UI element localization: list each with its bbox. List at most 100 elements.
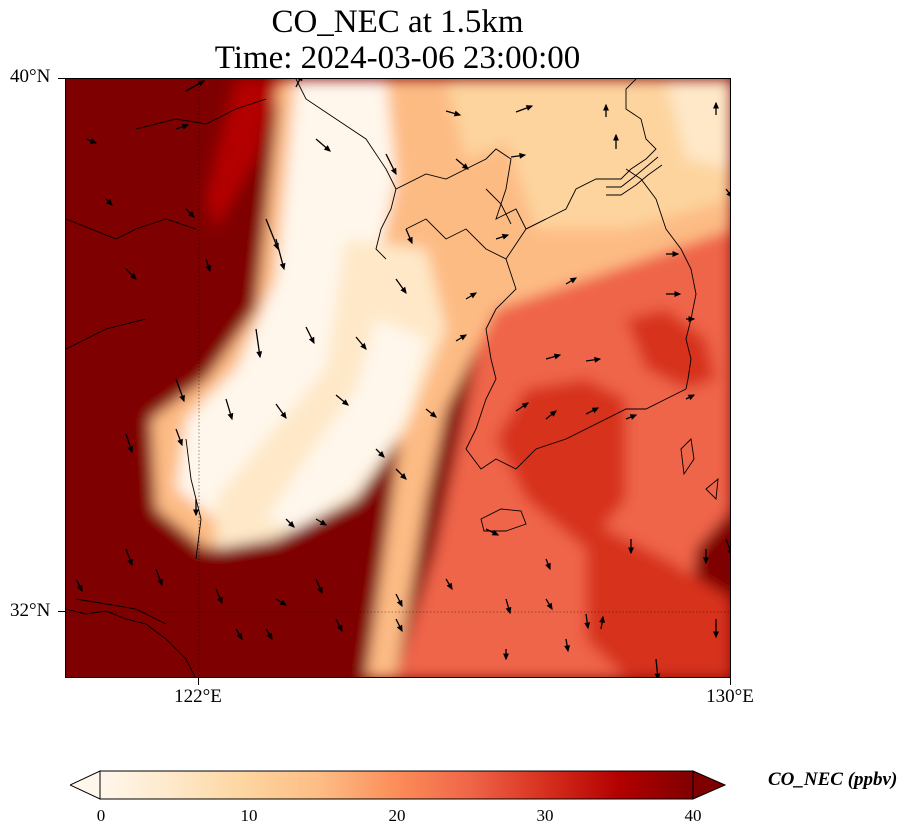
colorbar-tick: 0 — [96, 806, 106, 825]
wind-arrow-head — [672, 251, 680, 257]
colorbar-max-extend — [692, 770, 726, 800]
wind-arrow-head — [390, 167, 397, 176]
wind-arrow-head — [396, 624, 403, 633]
wind-arrow-head — [130, 273, 137, 280]
wind-arrow-head — [688, 316, 696, 322]
wind-arrow-head — [317, 586, 323, 595]
wind-arrow-head — [106, 199, 113, 206]
wind-arrow-head — [297, 79, 303, 82]
wind-arrow-head — [217, 596, 223, 605]
wind-arrow-head — [584, 622, 591, 630]
colorbar-tick: 20 — [388, 806, 406, 825]
wind-arrow-head — [591, 407, 600, 414]
wind-arrow-head — [266, 632, 273, 641]
wind-arrow-head — [727, 549, 730, 554]
lat-tick-mark — [58, 78, 65, 79]
wind-arrow-head — [687, 394, 696, 401]
wind-arrow-head — [726, 191, 730, 197]
wind-arrow-head — [525, 105, 534, 111]
colorbar-min-extend — [70, 770, 101, 800]
wind-arrow-head — [599, 615, 606, 623]
wind-arrow-head — [341, 399, 349, 406]
lon-tick-122: 122°E — [174, 686, 222, 707]
colorbar-gradient — [99, 770, 694, 800]
wind-arrow-head — [193, 509, 199, 517]
wind-arrow-head — [453, 110, 462, 117]
wind-arrow-head — [503, 653, 509, 661]
map-canvas — [66, 79, 730, 677]
wind-arrow-head — [505, 606, 512, 615]
wind-arrow-head — [360, 342, 367, 350]
wind-arrow-head — [521, 402, 530, 409]
lon-tick-mark — [198, 678, 199, 685]
coastlines — [66, 79, 719, 677]
wind-arrow-head — [378, 451, 385, 458]
wind-arrow-head — [594, 356, 602, 363]
wind-arrow-head — [336, 624, 343, 633]
wind-arrow-head — [279, 262, 286, 271]
wind-arrow-head — [319, 519, 328, 526]
wind-arrow-head — [400, 473, 407, 480]
wind-arrow-head — [89, 138, 98, 144]
wind-arrow-head — [654, 673, 661, 677]
wind-arrow-head — [674, 291, 682, 297]
wind-arrow-head — [564, 645, 571, 653]
wind-arrow-head — [288, 521, 295, 528]
wind-arrow-head — [256, 351, 263, 359]
wind-arrow-head — [629, 414, 638, 420]
lat-tick-32: 32°N — [10, 600, 51, 621]
wind-arrow-head — [76, 584, 83, 593]
wind-arrow-head — [157, 578, 163, 587]
wind-arrow-head — [491, 529, 500, 536]
wind-arrow-head — [545, 562, 551, 571]
wind-arrow-head — [407, 236, 413, 245]
wind-arrow-head — [703, 557, 709, 565]
wind-arrow-shaft — [295, 79, 301, 88]
map-title: CO_NEC at 1.5km — [271, 4, 524, 40]
wind-vectors — [75, 79, 730, 677]
wind-arrow-head — [127, 558, 133, 567]
wind-arrow-head — [519, 152, 527, 159]
wind-arrow-head — [446, 582, 453, 591]
wind-arrow-head — [713, 631, 719, 639]
wind-arrow-head — [469, 292, 478, 299]
colorbar — [70, 770, 726, 800]
wind-arrow-head — [546, 602, 553, 611]
lon-tick-130: 130°E — [706, 686, 754, 707]
wind-arrow-head — [308, 336, 315, 345]
colorbar-tick: 30 — [536, 806, 554, 825]
colorbar-tick: 10 — [240, 806, 258, 825]
gridlines — [66, 79, 730, 677]
wind-arrow-head — [197, 80, 206, 87]
wind-arrow-head — [713, 101, 719, 109]
wind-arrow-head — [177, 438, 183, 447]
wind-arrow-head — [400, 286, 407, 295]
lat-tick-40: 40°N — [10, 66, 51, 87]
wind-arrow-head — [569, 277, 578, 284]
wind-arrow-head — [227, 412, 234, 421]
wind-arrow-head — [603, 103, 609, 111]
wind-arrow-shaft — [725, 538, 730, 552]
wind-arrow-head — [628, 547, 634, 555]
concentration-map — [65, 78, 731, 678]
wind-arrow-head — [613, 133, 619, 141]
wind-arrow-head — [279, 599, 288, 606]
colorbar-tick: 40 — [684, 806, 702, 825]
wind-arrow-head — [553, 353, 562, 360]
map-timestamp: Time: 2024-03-06 23:00:00 — [214, 40, 581, 76]
wind-arrow-head — [179, 394, 185, 403]
wind-arrow-head — [127, 445, 134, 454]
wind-arrow-head — [188, 211, 195, 218]
wind-arrow-head — [205, 264, 212, 273]
colorbar-label: CO_NEC (ppbv) — [768, 769, 898, 790]
lon-tick-mark — [730, 678, 731, 685]
wind-arrow-head — [429, 411, 437, 418]
wind-arrow-head — [396, 599, 403, 608]
wind-arrow-head — [459, 334, 468, 341]
wind-arrow-head — [461, 163, 469, 170]
wind-arrow-head — [181, 123, 190, 130]
wind-arrow-head — [501, 233, 510, 240]
wind-arrow-head — [323, 145, 331, 152]
wind-arrow-head — [280, 411, 287, 420]
wind-arrow-head — [236, 632, 243, 641]
